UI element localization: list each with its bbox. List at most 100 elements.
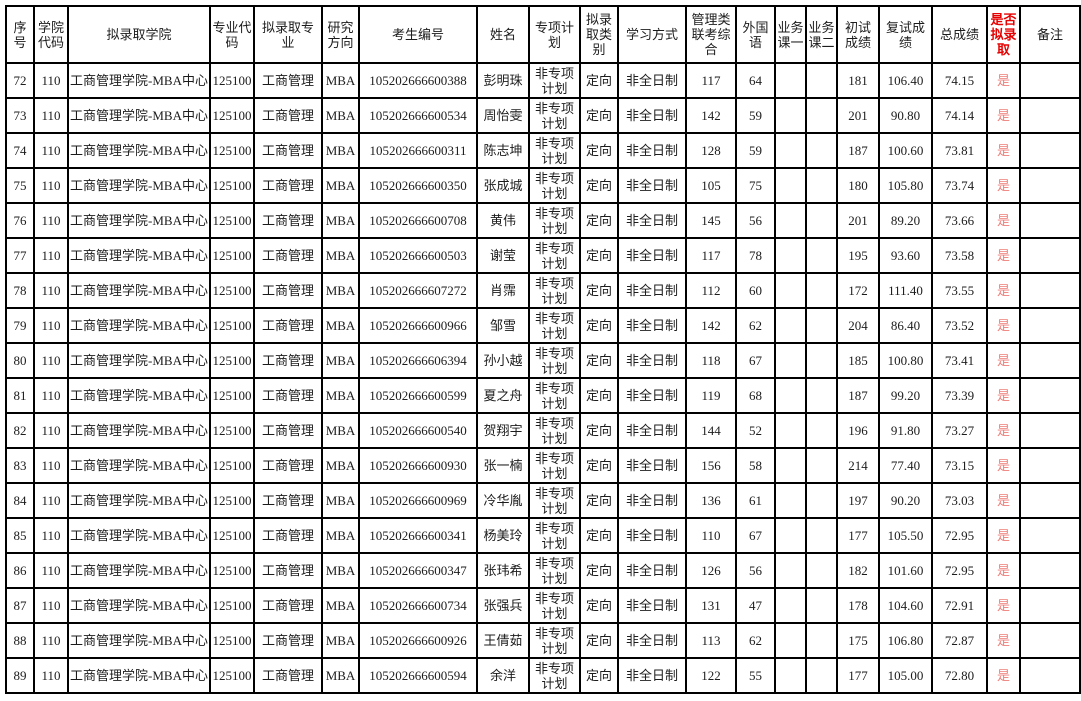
- cell-xuhao: 77: [5, 237, 35, 274]
- cell-yanjiu-fangxiang: MBA: [321, 307, 360, 344]
- cell-nlq-xueyuan: 工商管理学院-MBA中心: [67, 517, 211, 554]
- cell-shifou-nlq: 是: [986, 132, 1021, 169]
- cell-zhuanxiang-jihua: 非专项计划: [528, 657, 581, 694]
- cell-chushi-chengji: 197: [836, 482, 880, 519]
- cell-yewuke-yi: [774, 412, 807, 449]
- cell-xueyuan-daima: 110: [33, 307, 69, 344]
- cell-shifou-nlq: 是: [986, 482, 1021, 519]
- cell-nlq-xueyuan: 工商管理学院-MBA中心: [67, 167, 211, 204]
- cell-nlq-xueyuan: 工商管理学院-MBA中心: [67, 62, 211, 99]
- cell-nlq-leibie: 定向: [579, 307, 619, 344]
- table-row: 73 110 工商管理学院-MBA中心 125100 工商管理 MBA 1052026666…: [5, 97, 1081, 134]
- cell-nlq-leibie: 定向: [579, 412, 619, 449]
- cell-zong-chengji: 73.52: [931, 307, 988, 344]
- cell-zong-chengji: 72.95: [931, 552, 988, 589]
- column-header-shifou-nlq: 是否拟录取: [986, 5, 1021, 64]
- column-header-xueyuan-daima: 学院代码: [33, 5, 69, 64]
- cell-guanlilei-liankao: 122: [685, 657, 737, 694]
- cell-zhuanye-daima: 125100: [209, 342, 255, 379]
- cell-nlq-zhuanye: 工商管理: [253, 517, 323, 554]
- cell-fushi-chengji: 91.80: [878, 412, 933, 449]
- cell-guanlilei-liankao: 113: [685, 622, 737, 659]
- cell-beizhu: [1019, 237, 1081, 274]
- cell-waiguoyu: 55: [735, 657, 776, 694]
- cell-zhuanxiang-jihua: 非专项计划: [528, 517, 581, 554]
- cell-guanlilei-liankao: 117: [685, 237, 737, 274]
- cell-waiguoyu: 68: [735, 377, 776, 414]
- cell-chushi-chengji: 175: [836, 622, 880, 659]
- cell-nlq-leibie: 定向: [579, 342, 619, 379]
- cell-nlq-leibie: 定向: [579, 132, 619, 169]
- cell-yanjiu-fangxiang: MBA: [321, 482, 360, 519]
- cell-xuexi-fangshi: 非全日制: [617, 552, 687, 589]
- cell-waiguoyu: 59: [735, 97, 776, 134]
- cell-chushi-chengji: 214: [836, 447, 880, 484]
- cell-xuhao: 86: [5, 552, 35, 589]
- cell-xueyuan-daima: 110: [33, 517, 69, 554]
- cell-xuhao: 89: [5, 657, 35, 694]
- cell-xueyuan-daima: 110: [33, 202, 69, 239]
- cell-xueyuan-daima: 110: [33, 552, 69, 589]
- cell-zhuanye-daima: 125100: [209, 587, 255, 624]
- cell-zong-chengji: 73.03: [931, 482, 988, 519]
- cell-chushi-chengji: 196: [836, 412, 880, 449]
- column-header-beizhu: 备注: [1019, 5, 1081, 64]
- cell-guanlilei-liankao: 126: [685, 552, 737, 589]
- cell-zhuanxiang-jihua: 非专项计划: [528, 552, 581, 589]
- cell-beizhu: [1019, 657, 1081, 694]
- cell-xingming: 王倩茹: [476, 622, 530, 659]
- table-row: 81 110 工商管理学院-MBA中心 125100 工商管理 MBA 1052026666…: [5, 377, 1081, 414]
- cell-guanlilei-liankao: 144: [685, 412, 737, 449]
- cell-nlq-leibie: 定向: [579, 587, 619, 624]
- cell-zhuanxiang-jihua: 非专项计划: [528, 377, 581, 414]
- cell-kaosheng-bianhao: 105202666600708: [358, 202, 478, 239]
- cell-xingming: 邹雪: [476, 307, 530, 344]
- column-header-yanjiu-fangxiang: 研究方向: [321, 5, 360, 64]
- cell-fushi-chengji: 106.80: [878, 622, 933, 659]
- cell-yewuke-yi: [774, 272, 807, 309]
- cell-nlq-xueyuan: 工商管理学院-MBA中心: [67, 132, 211, 169]
- cell-zhuanye-daima: 125100: [209, 622, 255, 659]
- cell-beizhu: [1019, 482, 1081, 519]
- cell-yewuke-er: [805, 587, 838, 624]
- cell-yewuke-yi: [774, 587, 807, 624]
- table-row: 77 110 工商管理学院-MBA中心 125100 工商管理 MBA 1052026666…: [5, 237, 1081, 274]
- cell-yewuke-yi: [774, 657, 807, 694]
- cell-nlq-xueyuan: 工商管理学院-MBA中心: [67, 622, 211, 659]
- cell-chushi-chengji: 177: [836, 657, 880, 694]
- cell-xuhao: 74: [5, 132, 35, 169]
- cell-nlq-leibie: 定向: [579, 202, 619, 239]
- cell-xueyuan-daima: 110: [33, 342, 69, 379]
- cell-chushi-chengji: 178: [836, 587, 880, 624]
- cell-fushi-chengji: 99.20: [878, 377, 933, 414]
- cell-kaosheng-bianhao: 105202666600503: [358, 237, 478, 274]
- column-header-xuexi-fangshi: 学习方式: [617, 5, 687, 64]
- cell-yewuke-yi: [774, 552, 807, 589]
- column-header-nlq-zhuanye: 拟录取专业: [253, 5, 323, 64]
- cell-beizhu: [1019, 622, 1081, 659]
- cell-nlq-xueyuan: 工商管理学院-MBA中心: [67, 482, 211, 519]
- table-row: 84 110 工商管理学院-MBA中心 125100 工商管理 MBA 1052026666…: [5, 482, 1081, 519]
- cell-shifou-nlq: 是: [986, 237, 1021, 274]
- cell-xingming: 张成城: [476, 167, 530, 204]
- cell-xueyuan-daima: 110: [33, 587, 69, 624]
- cell-zong-chengji: 72.87: [931, 622, 988, 659]
- cell-chushi-chengji: 181: [836, 62, 880, 99]
- cell-yanjiu-fangxiang: MBA: [321, 517, 360, 554]
- cell-fushi-chengji: 104.60: [878, 587, 933, 624]
- cell-zhuanxiang-jihua: 非专项计划: [528, 237, 581, 274]
- cell-beizhu: [1019, 272, 1081, 309]
- cell-xingming: 杨美玲: [476, 517, 530, 554]
- cell-xuexi-fangshi: 非全日制: [617, 202, 687, 239]
- cell-xueyuan-daima: 110: [33, 377, 69, 414]
- admission-list-table: 序号 学院代码 拟录取学院 专业代码 拟录取专业 研究方向 考生编号 姓名 专项计划 拟录取类别学…: [5, 5, 1081, 694]
- cell-shifou-nlq: 是: [986, 412, 1021, 449]
- cell-guanlilei-liankao: 119: [685, 377, 737, 414]
- table-row: 86 110 工商管理学院-MBA中心 125100 工商管理 MBA 1052026666…: [5, 552, 1081, 589]
- cell-guanlilei-liankao: 145: [685, 202, 737, 239]
- cell-kaosheng-bianhao: 105202666600388: [358, 62, 478, 99]
- cell-shifou-nlq: 是: [986, 167, 1021, 204]
- cell-waiguoyu: 67: [735, 342, 776, 379]
- cell-yewuke-er: [805, 377, 838, 414]
- cell-nlq-leibie: 定向: [579, 447, 619, 484]
